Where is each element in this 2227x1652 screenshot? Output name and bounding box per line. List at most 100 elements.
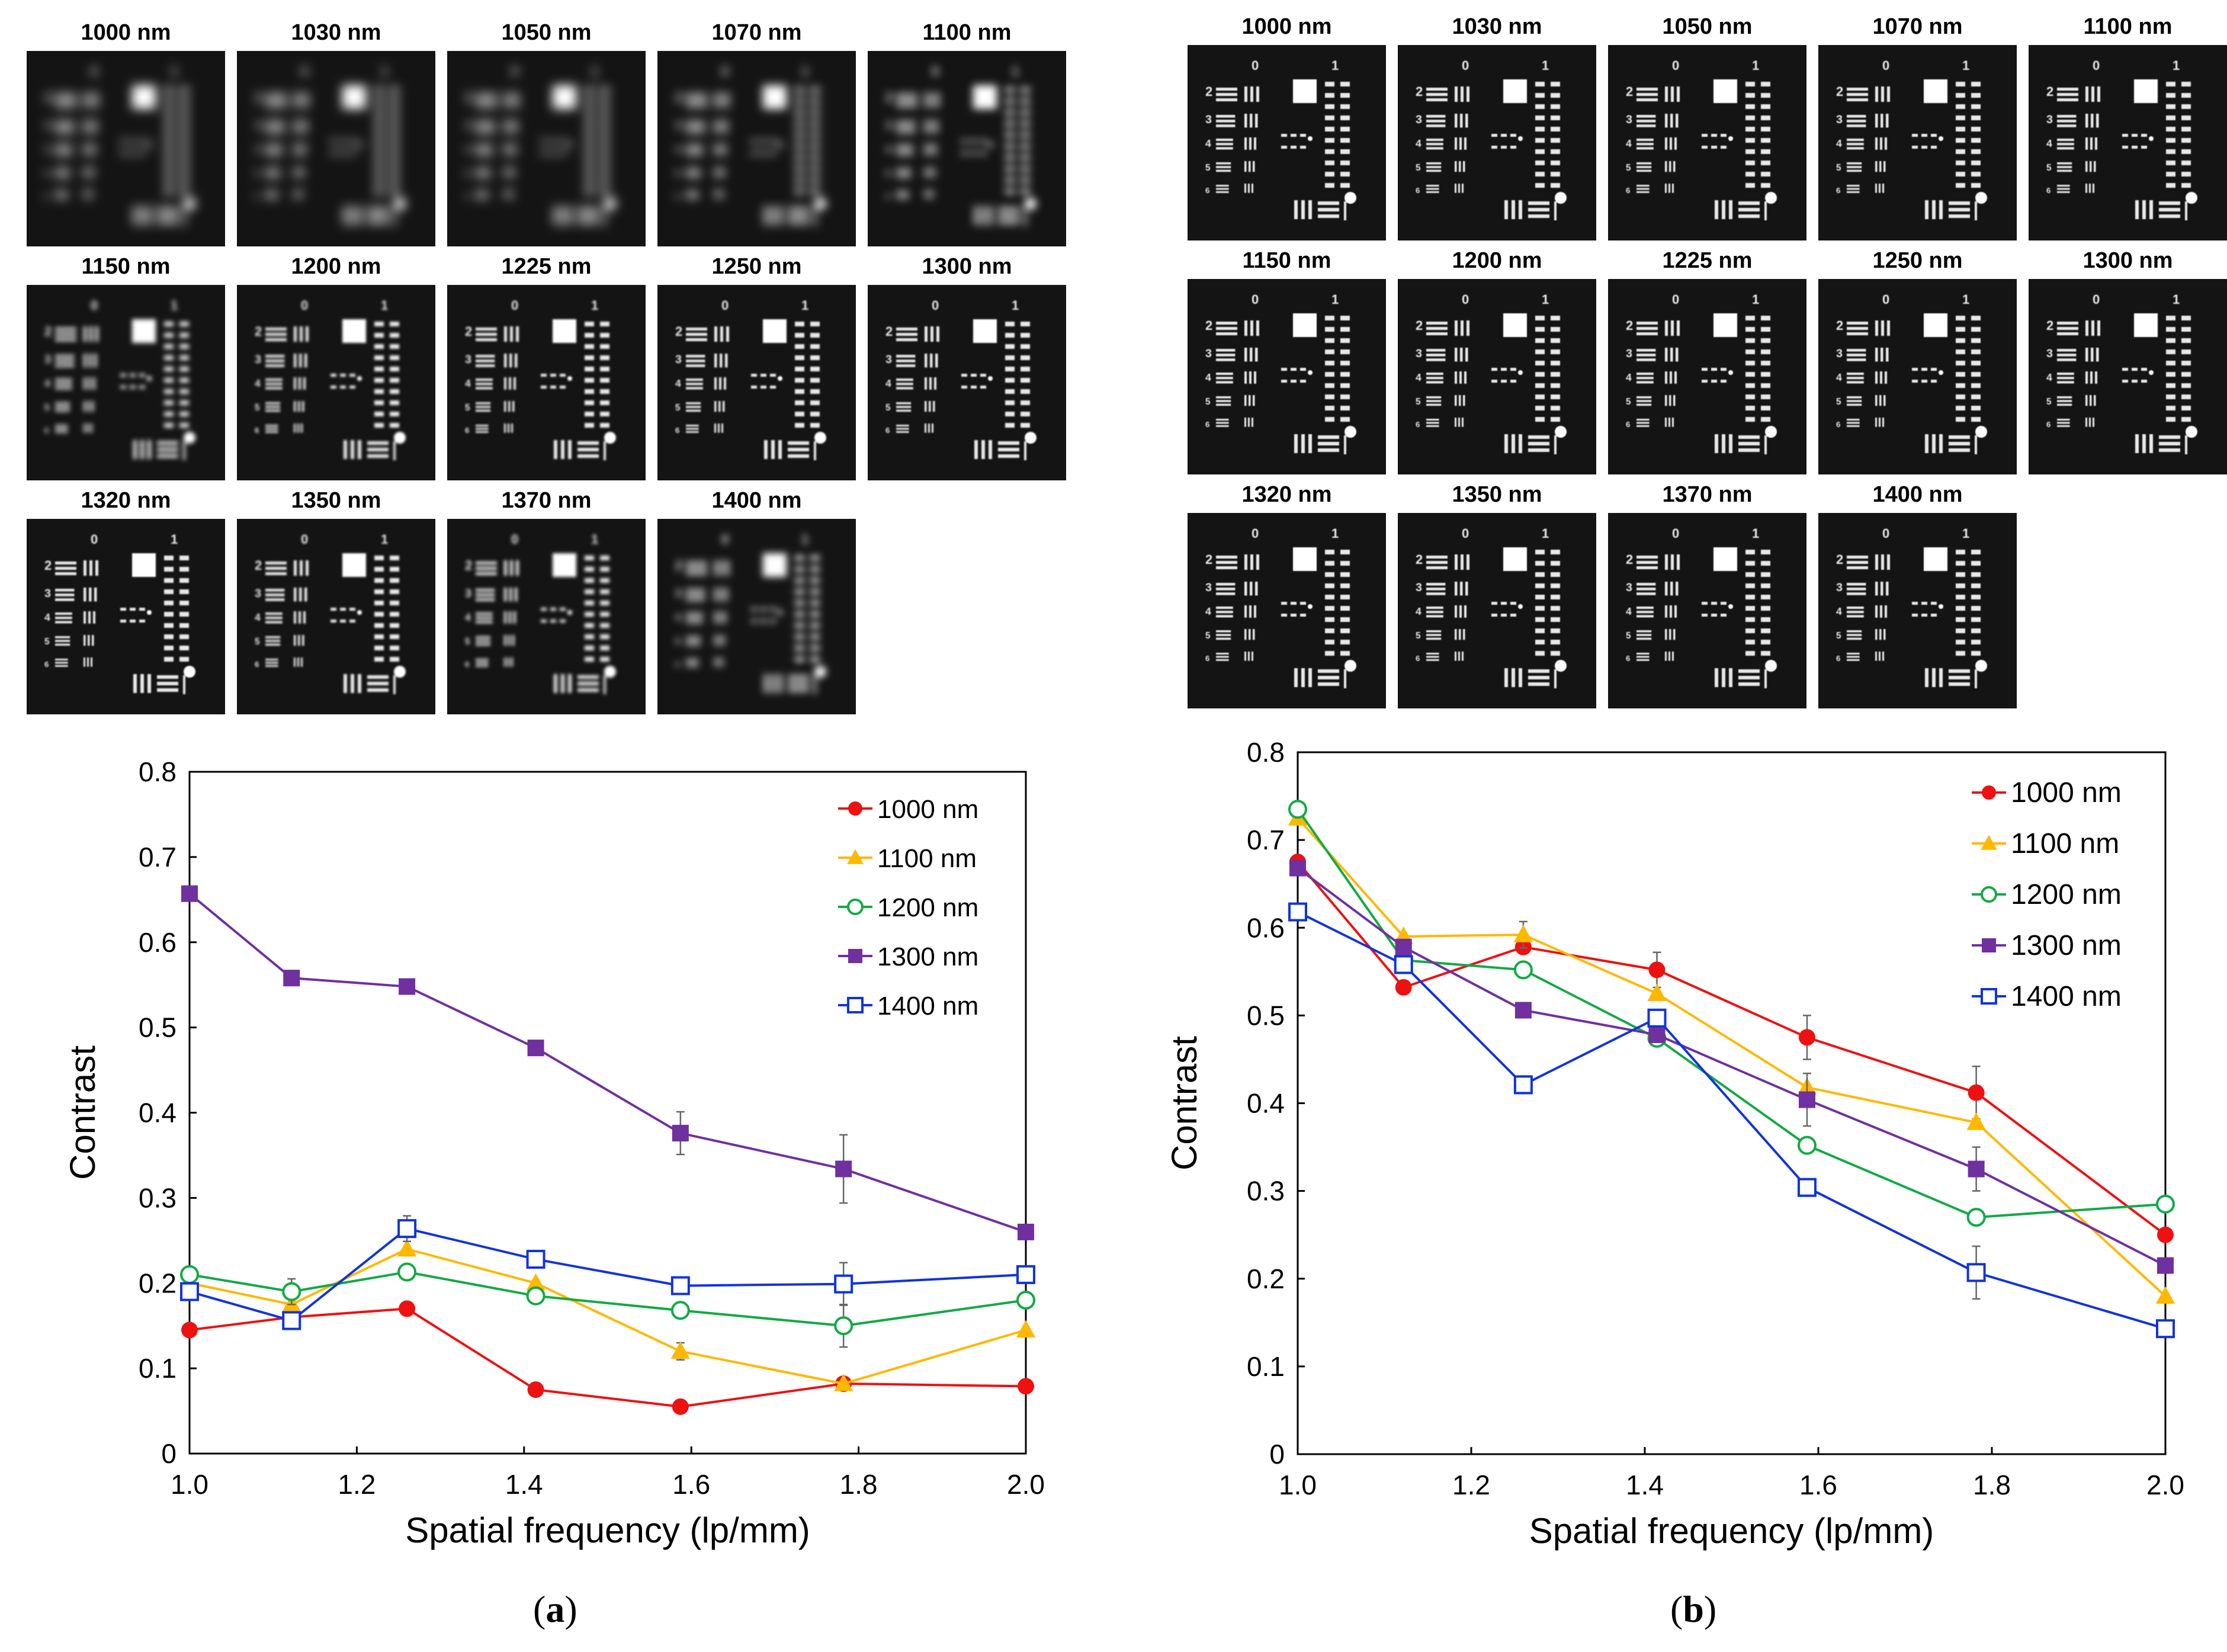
target-group-label: 1 [1331,526,1339,541]
y-tick-label: 0.5 [139,1012,177,1043]
data-point [670,1301,690,1320]
target-group-label: 0 [301,64,308,79]
target-element-label: 4 [2046,371,2052,383]
target-group-label: 0 [1252,526,1259,541]
target-element-label: 5 [885,169,891,179]
legend-label: 1200 nm [877,893,978,922]
target-element-label: 2 [1205,318,1212,333]
tile-wavelength-label: 1400 nm [711,488,802,513]
data-point [672,1398,689,1415]
target-element-label: 3 [885,119,892,132]
target-element-label: 4 [885,143,891,155]
target-element-label: 2 [255,558,262,573]
data-point [1647,1008,1667,1028]
legend-label: 1100 nm [877,844,977,873]
target-element-label: 2 [465,90,472,105]
target-element-label: 3 [1836,347,1843,360]
target-element-label: 3 [465,353,471,366]
target-group-label: 1 [1331,58,1339,73]
tile-wavelength-label: 1250 nm [1872,248,1963,273]
target-group-label: 0 [511,298,518,313]
legend-marker [1981,835,1997,850]
target-element-label: 4 [1416,605,1421,617]
target-element-label: 2 [885,90,893,105]
target-group-label: 1 [381,298,388,313]
y-tick-label: 0.3 [139,1182,177,1213]
target-element-label: 5 [1416,163,1421,173]
target-element-label: 4 [675,143,681,155]
target-element-label: 5 [255,637,260,647]
data-point [2157,1226,2174,1243]
target-element-label: 4 [44,377,50,389]
target-element-label: 4 [1416,371,1421,383]
target-element-label: 6 [1836,654,1840,663]
data-point [526,1273,545,1291]
data-point [1288,902,1307,922]
data-point [1513,925,1533,942]
resolution-target-image: 0 1 2 3 4 5 6 [1608,45,1806,240]
target-element-label: 6 [255,660,259,669]
target-element-label: 4 [675,611,681,623]
data-point [1797,1178,1817,1197]
data-point [1968,1160,1985,1178]
resolution-target-image: 0 1 2 3 4 5 6 [237,285,435,480]
target-element-label: 3 [255,119,261,132]
panel-a: 1000 nm 0 1 2 3 4 5 6 1030 nm 0 1 2 3 4 5 6 1050 nm 0 1 2 3 4… [27,20,1066,1630]
resolution-target-image: 0 1 2 3 4 5 6 [27,51,225,246]
data-point [1016,1265,1035,1284]
target-element-label: 4 [44,611,50,623]
target-group-label: 0 [2093,292,2100,307]
target-element-label: 3 [675,119,682,132]
x-tick-label: 1.2 [1452,1470,1490,1500]
target-element-label: 4 [1205,371,1211,383]
target-group-label: 1 [1542,58,1549,73]
data-point [1288,800,1307,819]
target-element-label: 2 [255,324,262,339]
data-point [672,1125,689,1142]
target-element-label: 3 [2046,347,2053,360]
target-element-label: 2 [1836,84,1843,99]
target-element-label: 3 [1205,347,1212,360]
y-tick-label: 0.8 [1247,737,1285,768]
target-group-label: 0 [301,532,308,547]
target-element-label: 3 [1205,581,1212,594]
target-group-label: 0 [91,64,98,79]
target-element-label: 6 [1626,420,1630,429]
y-tick-label: 0 [1269,1439,1285,1470]
target-element-label: 5 [1416,397,1421,407]
target-element-label: 5 [675,637,681,647]
legend-label: 1000 nm [2011,777,2122,809]
target-element-label: 5 [1836,397,1841,407]
target-element-label: 5 [1836,631,1841,641]
target-element-label: 4 [44,143,50,155]
data-point [181,1321,198,1339]
series-1400-nm [180,1215,1035,1330]
data-point [1018,1223,1034,1240]
resolution-target-image: 0 1 2 3 4 5 6 [1188,279,1386,474]
target-group-label: 1 [171,64,178,79]
legend-label: 1400 nm [2011,981,2122,1012]
target-element-label: 2 [44,558,52,573]
target-group-label: 0 [721,64,729,79]
target-element-label: 4 [465,143,471,155]
legend-marker [848,801,862,816]
series-line [1297,910,2166,1330]
target-element-label: 4 [675,377,681,389]
series-1300-nm [1289,859,2174,1274]
target-element-label: 6 [255,426,259,435]
data-point [397,1262,417,1282]
data-point [283,970,300,987]
x-tick-label: 1.8 [840,1469,878,1500]
target-group-label: 1 [1962,526,1969,541]
tile-wavelength-label: 1350 nm [1452,482,1542,507]
series-1300-nm [181,885,1034,1240]
target-element-label: 5 [1836,163,1841,173]
target-element-label: 5 [2046,397,2052,407]
resolution-target-image: 0 1 2 3 4 5 6 [1818,279,2017,474]
x-tick-label: 1.0 [171,1469,208,1500]
series-1400-nm [1288,902,2175,1339]
resolution-target-image: 0 1 2 3 4 5 6 [868,51,1066,246]
target-element-label: 3 [885,353,892,366]
data-point [1016,1291,1035,1310]
target-element-label: 5 [465,169,470,179]
